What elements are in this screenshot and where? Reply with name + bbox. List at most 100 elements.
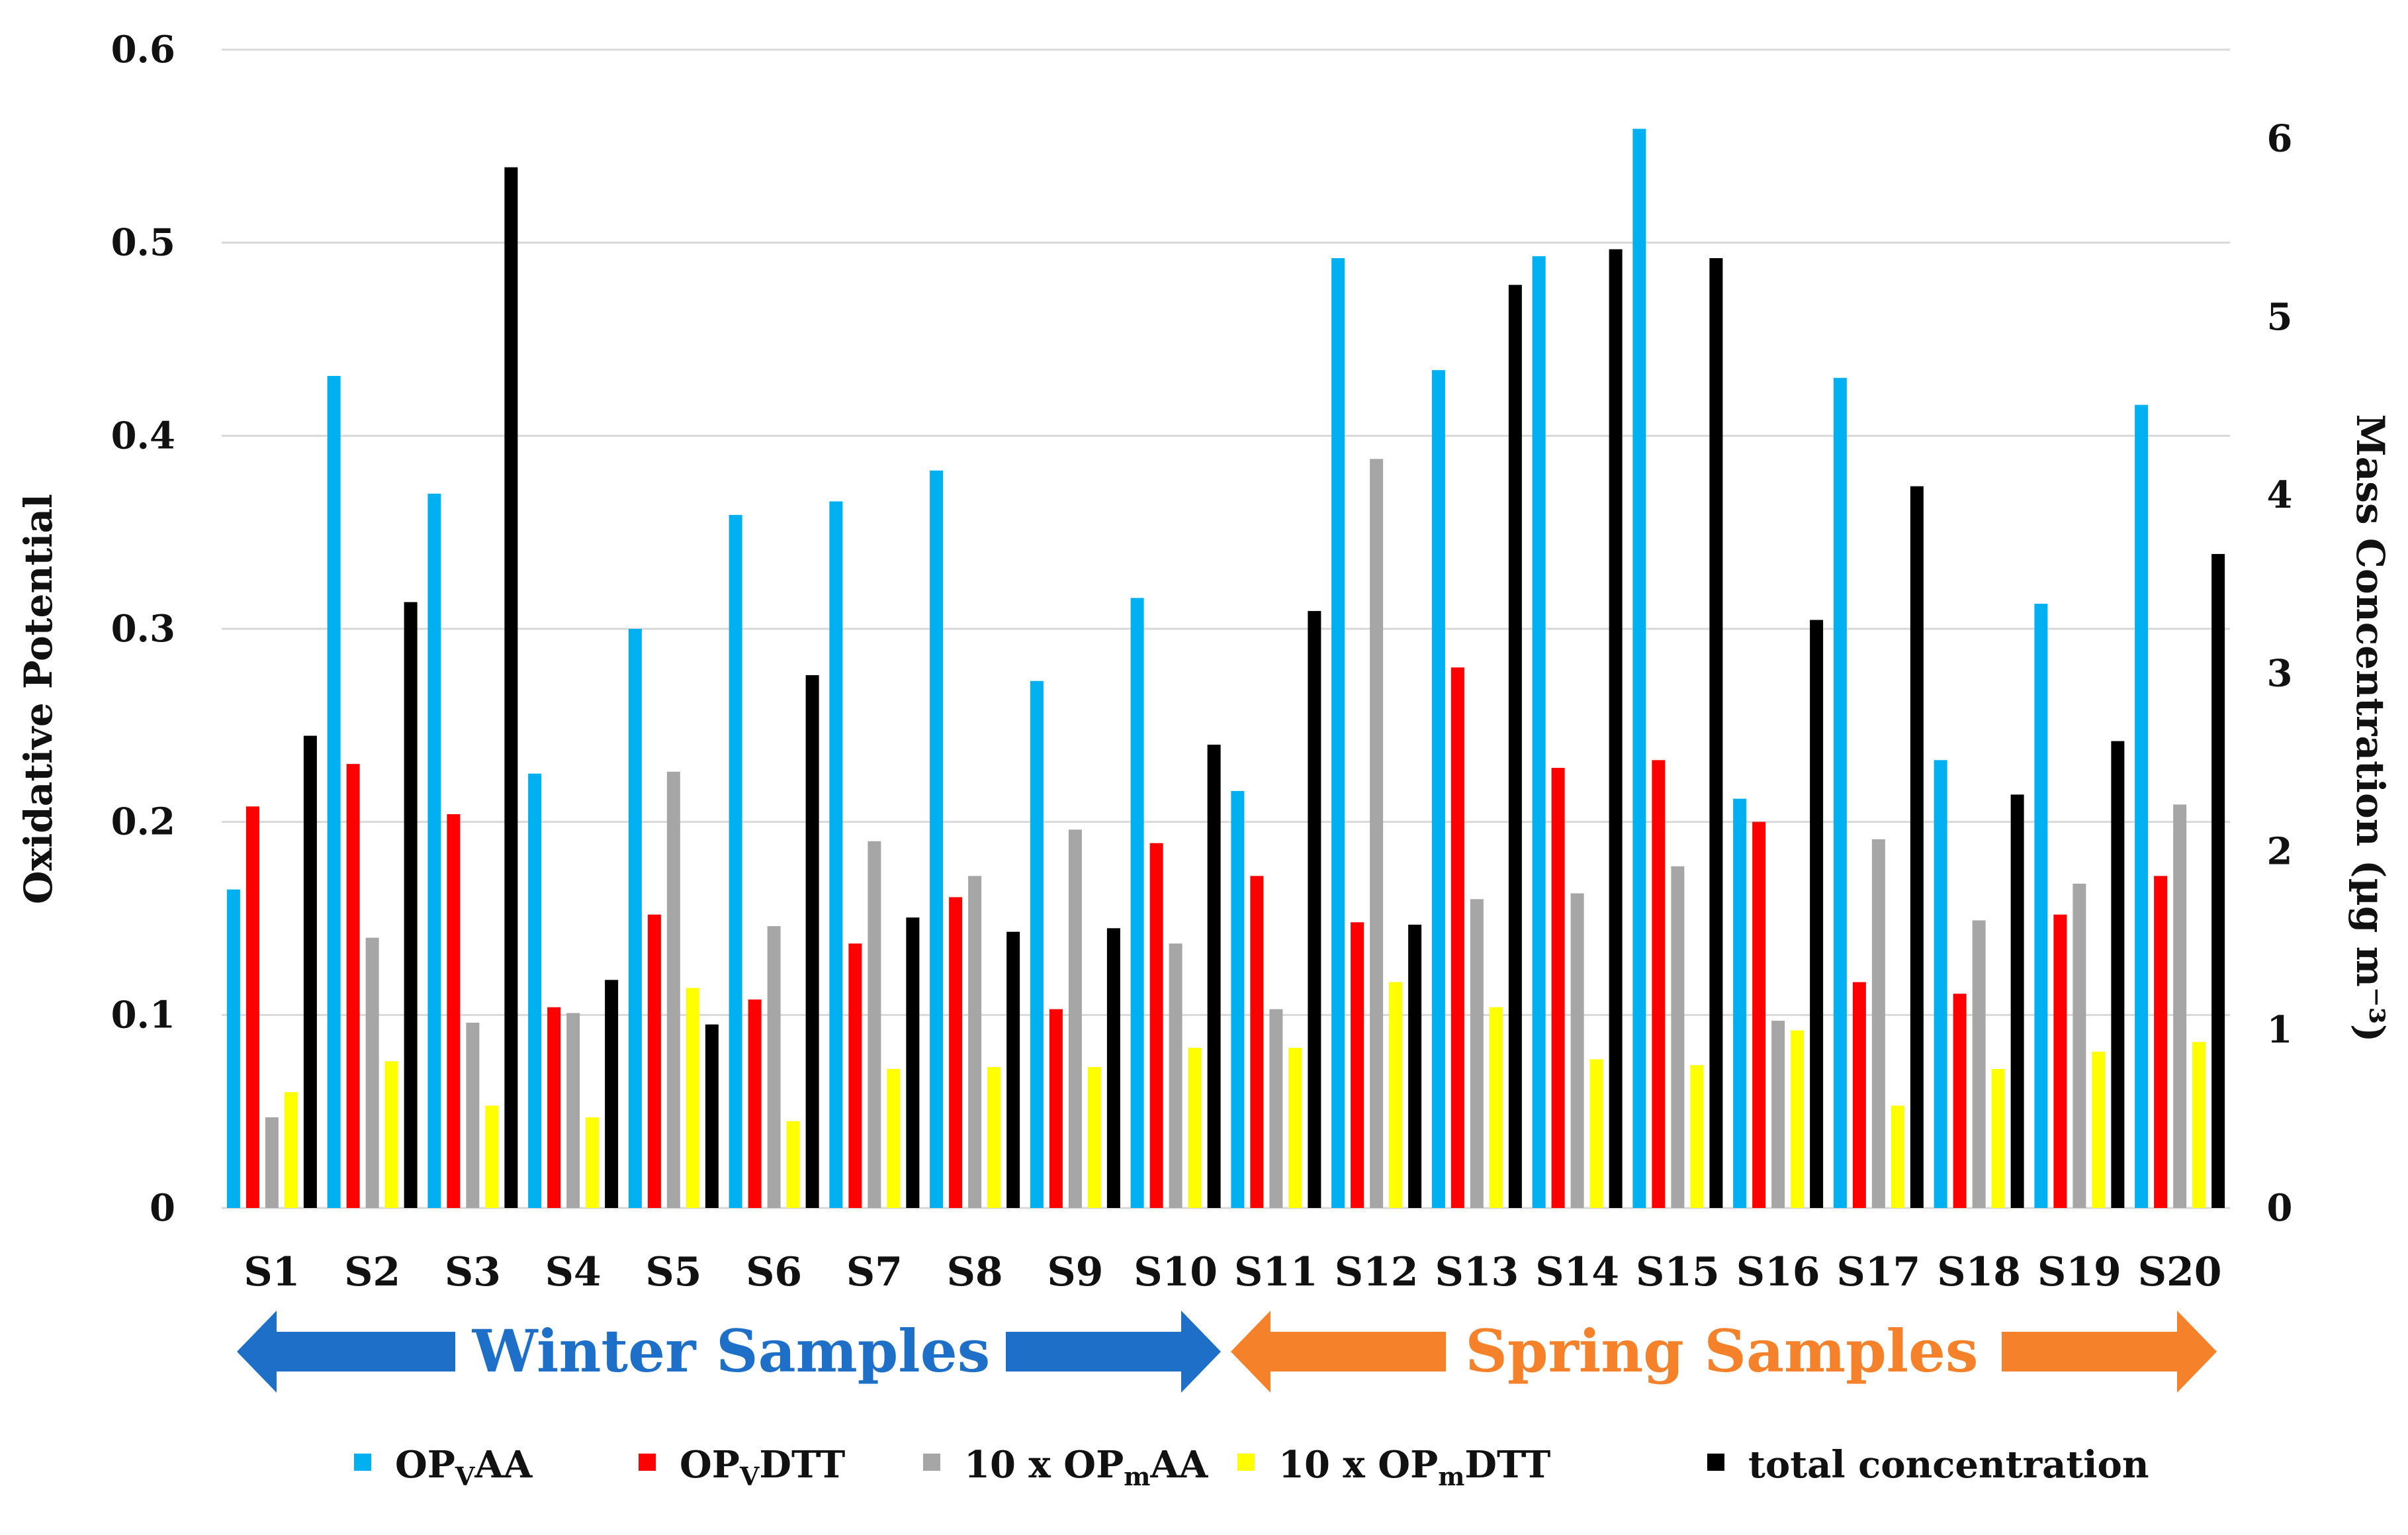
bar-opvaa-s3: [427, 493, 441, 1209]
x-category-label: S18: [1937, 1249, 2021, 1295]
legend-label: 10 x OPmDTT: [1278, 1443, 1551, 1491]
bar-10-x-opmdtt-s11: [1288, 1047, 1302, 1208]
bar-total-concentration-s6: [805, 675, 819, 1208]
bar-opvaa-s14: [1532, 256, 1546, 1208]
season-annotations: Winter Samples Spring Samples: [237, 1311, 2217, 1393]
bar-10-x-opmdtt-s17: [1891, 1105, 1904, 1208]
bar-opvaa-s12: [1331, 258, 1345, 1208]
bar-10-x-opmaa-s19: [2073, 884, 2086, 1208]
bar-10-x-opmdtt-s3: [485, 1105, 499, 1208]
bar-10-x-opmaa-s10: [1169, 943, 1182, 1208]
bar-total-concentration-s16: [1810, 620, 1824, 1208]
bar-opvdtt-s14: [1551, 768, 1565, 1208]
legend: OPVAA OPVDTT 10 x OPmAA 10 x OPmDTT total co…: [354, 1443, 2149, 1491]
bar-10-x-opmdtt-s6: [786, 1121, 800, 1208]
x-category-label: S2: [344, 1249, 400, 1295]
bar-opvaa-s5: [628, 629, 642, 1208]
y-axis-right-title: Mass Concentration (µg m⁻³): [2348, 414, 2393, 1043]
y-right-tick-label: 1: [2267, 1008, 2293, 1052]
bar-opvaa-s6: [729, 514, 742, 1208]
y-axis-left-title: Oxidative Potential: [16, 494, 61, 904]
bar-10-x-opmaa-s14: [1570, 893, 1584, 1208]
bar-10-x-opmdtt-s13: [1489, 1007, 1503, 1208]
bar-total-concentration-s9: [1106, 928, 1120, 1208]
bar-opvdtt-s2: [346, 764, 360, 1208]
grid-lines: [222, 48, 2230, 1209]
x-category-label: S14: [1535, 1249, 1619, 1295]
bars: [226, 128, 2225, 1209]
bar-10-x-opmaa-s1: [265, 1117, 279, 1208]
y-right-tick-label: 3: [2267, 651, 2293, 695]
legend-label: OPVAA: [395, 1443, 533, 1491]
bar-opvaa-s11: [1231, 791, 1245, 1208]
bar-10-x-opmdtt-s2: [384, 1061, 398, 1208]
bar-10-x-opmdtt-s15: [1690, 1065, 1704, 1208]
category-labels: S1 S2 S3 S4 S5 S6 S7 S8 S9 S10 S11 S12 S13 S14 S15 S16 S…: [244, 1249, 2221, 1295]
spring-samples-label: Spring Samples: [1465, 1317, 1978, 1385]
bar-total-concentration-s5: [705, 1024, 719, 1208]
winter-left-arrow-icon: [237, 1311, 455, 1393]
bar-10-x-opmaa-s9: [1068, 829, 1082, 1208]
ticks: 0 0.1 0.2 0.3 0.4 0.5 0.6 0 1 2 3 4 5 6: [111, 28, 2293, 1230]
legend-label: OPVDTT: [680, 1443, 846, 1491]
x-category-label: S6: [746, 1249, 802, 1295]
bar-opvaa-s7: [829, 501, 843, 1208]
bar-10-x-opmaa-s4: [566, 1013, 580, 1208]
x-category-label: S7: [846, 1249, 903, 1295]
bar-10-x-opmdtt-s10: [1188, 1047, 1202, 1208]
bar-10-x-opmaa-s3: [466, 1023, 480, 1208]
bar-opvaa-s1: [226, 889, 240, 1208]
bar-opvaa-s19: [2034, 604, 2048, 1208]
bar-10-x-opmaa-s20: [2173, 804, 2187, 1208]
bar-opvaa-s2: [327, 375, 341, 1208]
bar-10-x-opmdtt-s7: [887, 1069, 901, 1208]
bar-opvaa-s16: [1733, 798, 1747, 1208]
y-left-tick-label: 0.1: [111, 993, 175, 1037]
bar-opvaa-s10: [1130, 598, 1144, 1208]
legend-swatch: [639, 1454, 656, 1471]
bar-opvdtt-s9: [1049, 1009, 1063, 1208]
bar-opvdtt-s4: [547, 1007, 561, 1208]
bar-10-x-opmaa-s16: [1771, 1021, 1785, 1208]
bar-total-concentration-s4: [605, 980, 619, 1208]
bar-10-x-opmdtt-s1: [284, 1092, 298, 1208]
x-category-label: S16: [1736, 1249, 1820, 1295]
bar-10-x-opmaa-s15: [1671, 866, 1685, 1208]
bar-opvaa-s8: [930, 470, 944, 1209]
bar-total-concentration-s17: [1910, 486, 1924, 1208]
bar-total-concentration-s8: [1006, 931, 1020, 1208]
spring-left-arrow-icon: [1231, 1311, 1446, 1393]
bar-total-concentration-s7: [906, 917, 920, 1208]
winter-right-arrow-icon: [1006, 1311, 1221, 1393]
bar-opvaa-s17: [1833, 377, 1847, 1209]
bar-total-concentration-s10: [1207, 745, 1221, 1208]
spring-right-arrow-icon: [2002, 1311, 2217, 1393]
bar-total-concentration-s19: [2111, 741, 2125, 1208]
bar-opvdtt-s13: [1450, 667, 1464, 1208]
bar-opvdtt-s1: [245, 806, 259, 1208]
legend-label: 10 x OPmAA: [964, 1443, 1209, 1491]
x-category-label: S3: [445, 1249, 501, 1295]
y-right-tick-label: 2: [2267, 830, 2293, 874]
bar-opvaa-s4: [528, 773, 542, 1208]
bar-10-x-opmdtt-s4: [586, 1117, 600, 1208]
x-category-label: S8: [947, 1249, 1003, 1295]
bar-10-x-opmaa-s8: [968, 876, 982, 1208]
bar-10-x-opmdtt-s5: [686, 988, 699, 1208]
bar-opvaa-s15: [1632, 128, 1646, 1208]
bar-opvdtt-s12: [1351, 922, 1364, 1208]
bar-10-x-opmaa-s2: [365, 937, 379, 1208]
winter-samples-label: Winter Samples: [472, 1317, 991, 1385]
bar-total-concentration-s20: [2211, 553, 2225, 1208]
x-category-label: S13: [1435, 1249, 1519, 1295]
y-right-tick-label: 0: [2267, 1186, 2293, 1230]
bar-10-x-opmdtt-s19: [2092, 1051, 2106, 1208]
x-category-label: S11: [1234, 1249, 1318, 1295]
x-category-label: S5: [645, 1249, 701, 1295]
legend-swatch: [1237, 1454, 1255, 1471]
x-category-label: S1: [244, 1249, 300, 1295]
bar-opvdtt-s16: [1752, 821, 1766, 1208]
bar-10-x-opmaa-s7: [868, 841, 881, 1208]
bar-opvdtt-s11: [1250, 876, 1264, 1208]
bar-opvdtt-s6: [748, 1000, 762, 1208]
